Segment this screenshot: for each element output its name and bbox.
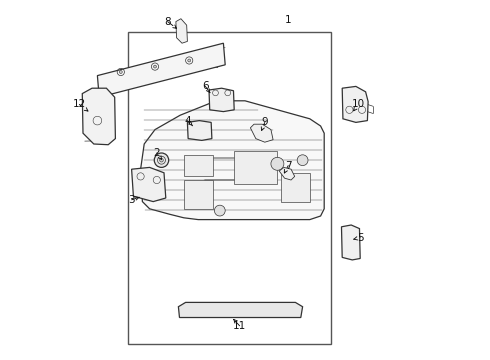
Text: 1: 1	[285, 15, 292, 25]
Polygon shape	[187, 121, 212, 140]
Text: 4: 4	[184, 116, 191, 126]
Polygon shape	[132, 167, 166, 202]
Polygon shape	[342, 225, 360, 260]
Text: 10: 10	[352, 99, 365, 109]
Circle shape	[153, 65, 156, 68]
Bar	[234, 151, 277, 184]
Text: 7: 7	[285, 161, 292, 171]
Text: 5: 5	[357, 233, 364, 243]
Bar	[281, 173, 310, 202]
Polygon shape	[279, 167, 294, 180]
Circle shape	[215, 205, 225, 216]
Circle shape	[154, 153, 169, 167]
Text: 3: 3	[128, 195, 135, 205]
Circle shape	[160, 158, 163, 162]
Bar	[184, 180, 213, 209]
Circle shape	[188, 59, 191, 62]
Bar	[128, 32, 331, 344]
Text: 11: 11	[233, 321, 246, 331]
Text: 2: 2	[153, 148, 160, 158]
Polygon shape	[82, 88, 116, 145]
Polygon shape	[141, 101, 324, 220]
Polygon shape	[342, 86, 368, 122]
Polygon shape	[176, 19, 187, 43]
Text: 9: 9	[262, 117, 268, 127]
Text: 12: 12	[73, 99, 86, 109]
Polygon shape	[98, 43, 225, 97]
Polygon shape	[209, 88, 234, 112]
Text: 6: 6	[202, 81, 209, 91]
Polygon shape	[178, 302, 303, 318]
Bar	[184, 155, 213, 176]
Polygon shape	[250, 124, 273, 142]
Circle shape	[120, 71, 122, 73]
Circle shape	[297, 155, 308, 166]
Circle shape	[271, 157, 284, 170]
Text: 8: 8	[164, 17, 171, 27]
